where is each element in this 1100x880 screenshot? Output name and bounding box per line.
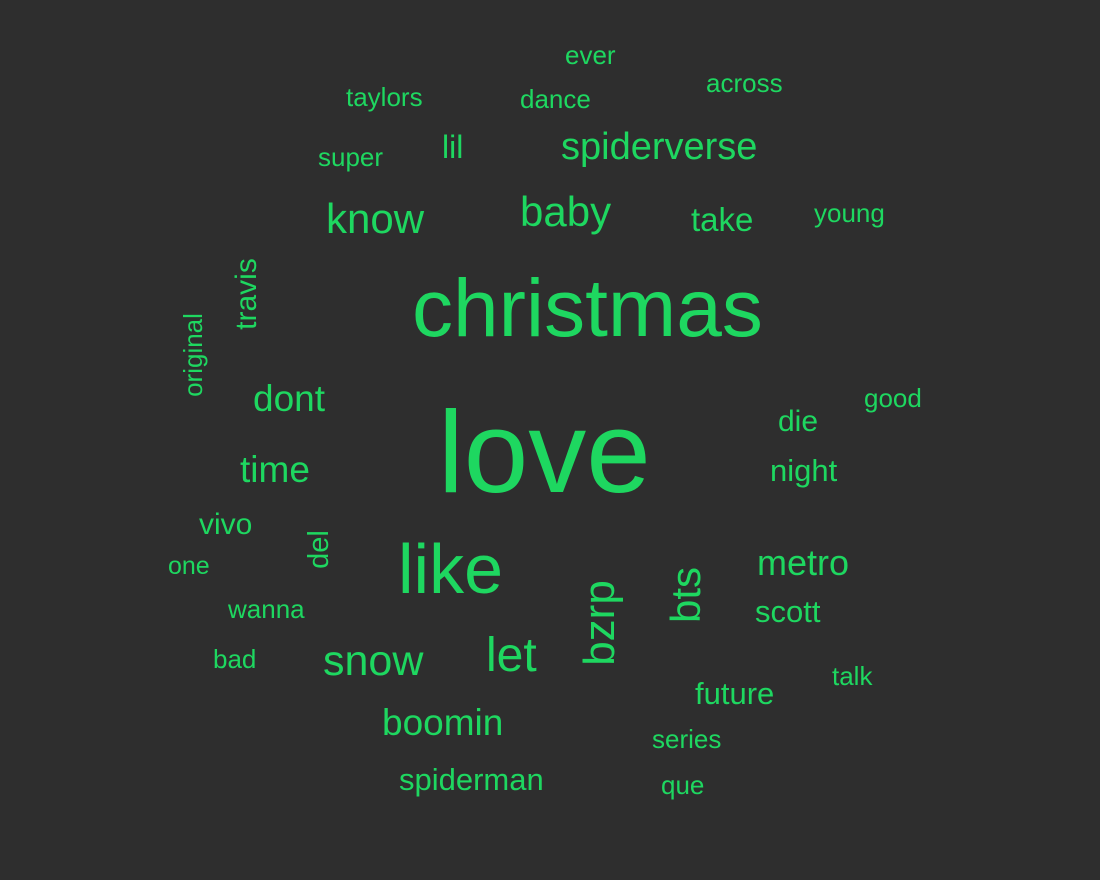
- word-taylors: taylors: [346, 82, 423, 112]
- word-night: night: [770, 453, 838, 488]
- word-scott: scott: [755, 594, 821, 629]
- word-ever: ever: [565, 40, 616, 70]
- word-bzrp: bzrp: [574, 580, 624, 666]
- word-series: series: [652, 724, 722, 754]
- word-spiderman: spiderman: [399, 762, 544, 797]
- word-dont: dont: [253, 378, 326, 419]
- word-vivo: vivo: [199, 508, 253, 541]
- word-boomin: boomin: [382, 702, 504, 743]
- word-love: love: [438, 387, 651, 517]
- word-across: across: [706, 68, 783, 98]
- word-wanna: wanna: [228, 594, 305, 624]
- word-one: one: [168, 552, 210, 580]
- word-know: know: [326, 195, 425, 242]
- word-talk: talk: [832, 661, 873, 691]
- word-super: super: [318, 142, 384, 172]
- word-future: future: [695, 676, 775, 711]
- word-baby: baby: [520, 188, 612, 235]
- word-del: del: [302, 530, 335, 569]
- word-metro: metro: [757, 542, 850, 583]
- word-good: good: [864, 383, 922, 413]
- word-young: young: [814, 198, 885, 228]
- word-bts: bts: [662, 566, 710, 624]
- word-bad: bad: [213, 644, 257, 674]
- word-travis: travis: [229, 258, 263, 330]
- word-que: que: [661, 770, 705, 800]
- word-spiderverse: spiderverse: [561, 126, 758, 168]
- word-christmas: christmas: [412, 263, 763, 354]
- word-let: let: [486, 629, 537, 682]
- word-die: die: [778, 405, 819, 438]
- word-dance: dance: [520, 84, 591, 114]
- word-original: original: [177, 313, 208, 397]
- word-lil: lil: [442, 129, 464, 165]
- word-time: time: [240, 449, 310, 490]
- word-snow: snow: [323, 637, 424, 685]
- word-take: take: [691, 201, 754, 238]
- word-like: like: [398, 530, 504, 608]
